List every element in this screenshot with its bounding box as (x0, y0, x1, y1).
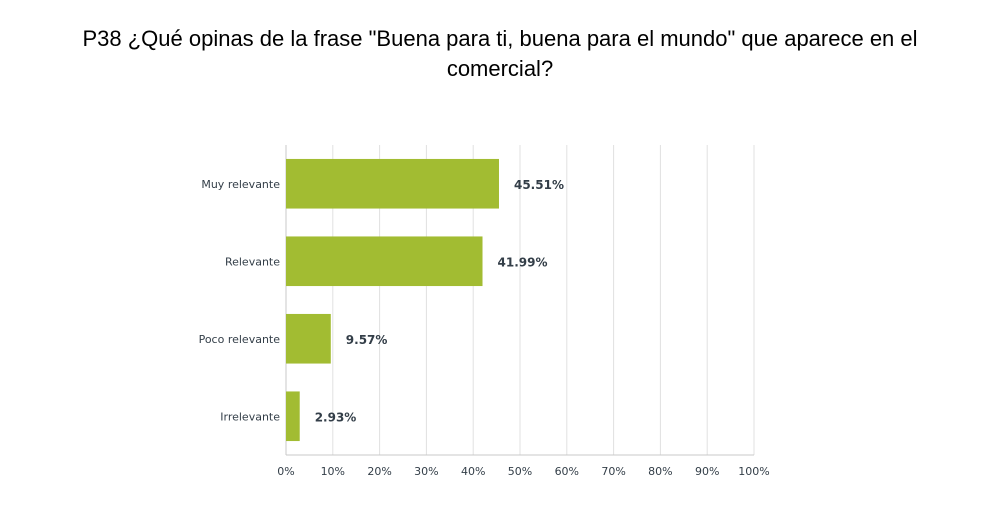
x-tick-label: 90% (695, 465, 719, 478)
category-label: Irrelevante (220, 410, 280, 423)
x-tick-label: 40% (461, 465, 485, 478)
data-label: 9.57% (346, 333, 388, 347)
data-label: 45.51% (514, 178, 564, 192)
x-tick-label: 20% (367, 465, 391, 478)
category-label: Muy relevante (201, 178, 280, 191)
x-tick-label: 50% (508, 465, 532, 478)
chart-title: P38 ¿Qué opinas de la frase "Buena para … (82, 26, 918, 81)
bar (286, 313, 331, 364)
category-label: Relevante (225, 255, 280, 268)
bar (286, 391, 300, 442)
x-tick-label: 80% (648, 465, 672, 478)
category-label: Poco relevante (199, 333, 281, 346)
x-tick-label: 60% (555, 465, 579, 478)
x-tick-label: 100% (738, 465, 769, 478)
data-label: 2.93% (315, 410, 357, 424)
x-tick-label: 0% (277, 465, 294, 478)
x-tick-label: 10% (321, 465, 345, 478)
x-tick-label: 70% (601, 465, 625, 478)
bar (286, 236, 483, 287)
bar (286, 158, 499, 209)
x-tick-label: 30% (414, 465, 438, 478)
data-label: 41.99% (498, 255, 548, 269)
